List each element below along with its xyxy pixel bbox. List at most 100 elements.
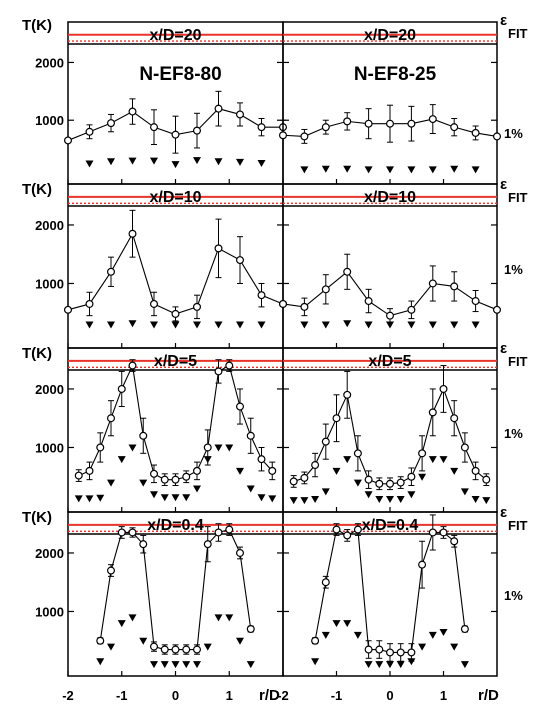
temperature-point bbox=[375, 479, 384, 488]
temperature-point bbox=[343, 267, 352, 276]
chart-panel: x/D=20 N-EF8-25 bbox=[279, 21, 502, 185]
epsilon-fit-label: ε FIT bbox=[500, 12, 528, 41]
y-tick-label: 2000 bbox=[35, 55, 64, 70]
temperature-point bbox=[85, 299, 94, 308]
temperature-point bbox=[257, 455, 266, 464]
epsilon-fit-point bbox=[85, 160, 94, 168]
y-tick-label: 1000 bbox=[35, 113, 64, 128]
temperature-point bbox=[493, 132, 502, 141]
epsilon-fit-point bbox=[107, 158, 115, 166]
temperature-point bbox=[396, 648, 405, 657]
epsilon-fit-point bbox=[300, 497, 309, 505]
temperature-point bbox=[279, 131, 288, 140]
temperature-point bbox=[214, 367, 223, 376]
epsilon-fit-point bbox=[139, 637, 148, 645]
y-tick-label: 1000 bbox=[35, 276, 64, 291]
x-tick-label: 1 bbox=[226, 688, 233, 703]
temperature-point bbox=[343, 531, 352, 540]
x-tick-label: -2 bbox=[62, 688, 74, 703]
epsilon-fit-point bbox=[214, 614, 223, 622]
temperature-line bbox=[99, 528, 252, 651]
temperature-point bbox=[236, 402, 245, 411]
temperature-point bbox=[214, 244, 223, 253]
epsilon-fit-point bbox=[343, 320, 352, 328]
temperature-point bbox=[364, 119, 373, 128]
panel-title: x/D=5 bbox=[154, 353, 197, 370]
temperature-point bbox=[128, 361, 137, 370]
temperature-point bbox=[106, 414, 115, 423]
epsilon-fit-point bbox=[236, 158, 244, 166]
epsilon-fit-point bbox=[321, 488, 330, 496]
temperature-point bbox=[106, 267, 115, 276]
epsilon-subscript: FIT bbox=[508, 518, 528, 533]
temperature-point bbox=[375, 645, 384, 654]
epsilon-fit-point bbox=[428, 631, 437, 639]
epsilon-fit-point bbox=[182, 494, 191, 502]
epsilon-fit-point bbox=[236, 637, 244, 645]
epsilon-fit-point bbox=[268, 495, 277, 503]
temperature-point bbox=[150, 299, 159, 308]
epsilon-fit-point bbox=[257, 321, 266, 329]
epsilon-fit-point bbox=[343, 456, 352, 464]
epsilon-fit-point bbox=[471, 166, 480, 174]
epsilon-fit-point bbox=[107, 321, 115, 329]
temperature-point bbox=[171, 130, 180, 139]
temperature-point bbox=[321, 578, 330, 587]
epsilon-fit-point bbox=[96, 658, 105, 666]
epsilon-fit-label: ε FIT bbox=[500, 176, 528, 205]
temperature-point bbox=[386, 119, 395, 128]
epsilon-fit-point bbox=[332, 467, 341, 475]
temperature-point bbox=[482, 475, 491, 484]
epsilon-fit-point bbox=[214, 321, 223, 329]
temperature-point bbox=[300, 132, 309, 141]
temperature-point bbox=[353, 449, 362, 458]
temperature-point bbox=[193, 645, 202, 654]
panel-frame bbox=[67, 21, 284, 185]
temperature-point bbox=[63, 136, 72, 145]
epsilon-fit-point bbox=[289, 497, 298, 505]
epsilon-fit-point bbox=[460, 488, 469, 496]
y-tick-label: 2000 bbox=[35, 546, 64, 561]
epsilon-fit-point bbox=[85, 321, 94, 329]
epsilon-fit-point bbox=[107, 479, 115, 487]
temperature-point bbox=[311, 636, 320, 645]
temperature-point bbox=[439, 528, 448, 537]
epsilon-fit-point bbox=[321, 631, 330, 639]
epsilon-fit-point bbox=[439, 456, 448, 464]
temperature-point bbox=[321, 285, 330, 294]
temperature-point bbox=[139, 431, 148, 440]
temperature-point bbox=[257, 291, 266, 300]
temperature-line bbox=[293, 387, 487, 485]
chart-panel: 1000 2000 x/D=10 bbox=[35, 183, 288, 349]
epsilon-fit-point bbox=[343, 620, 352, 628]
panel-title: x/D=5 bbox=[368, 353, 411, 370]
temperature-point bbox=[364, 645, 373, 654]
temperature-point bbox=[428, 279, 437, 288]
epsilon-fit-point bbox=[117, 456, 126, 464]
epsilon-fit-point bbox=[139, 479, 148, 487]
y-tick-label: 2000 bbox=[35, 218, 64, 233]
panel-grid: 1000 2000 x/D=20 N-EF8-80 x/D=20 N-EF8-25 1000… bbox=[35, 21, 502, 703]
temperature-point bbox=[74, 471, 83, 480]
epsilon-fit-point bbox=[96, 494, 105, 502]
epsilon-fit-point bbox=[160, 661, 169, 669]
temperature-point bbox=[428, 115, 437, 124]
temperature-point bbox=[311, 461, 320, 470]
epsilon-fit-point bbox=[396, 495, 405, 503]
temperature-point bbox=[364, 297, 373, 306]
temperature-point bbox=[117, 528, 126, 537]
temperature-point bbox=[386, 648, 395, 657]
epsilon-fit-label: ε FIT bbox=[500, 340, 528, 369]
temperature-point bbox=[171, 475, 180, 484]
epsilon-fit-point bbox=[375, 495, 384, 503]
temperature-point bbox=[386, 311, 395, 320]
x-tick-label: 0 bbox=[386, 688, 393, 703]
temperature-point bbox=[407, 648, 416, 657]
temperature-point bbox=[85, 127, 94, 136]
epsilon-fit-point bbox=[407, 321, 416, 329]
temperature-point bbox=[300, 473, 309, 482]
epsilon-fit-point bbox=[407, 658, 416, 666]
epsilon-fit-point bbox=[386, 321, 394, 329]
temperature-point bbox=[128, 229, 137, 238]
chart-panel: 1000 2000 x/D=20 N-EF8-80 bbox=[35, 21, 288, 185]
